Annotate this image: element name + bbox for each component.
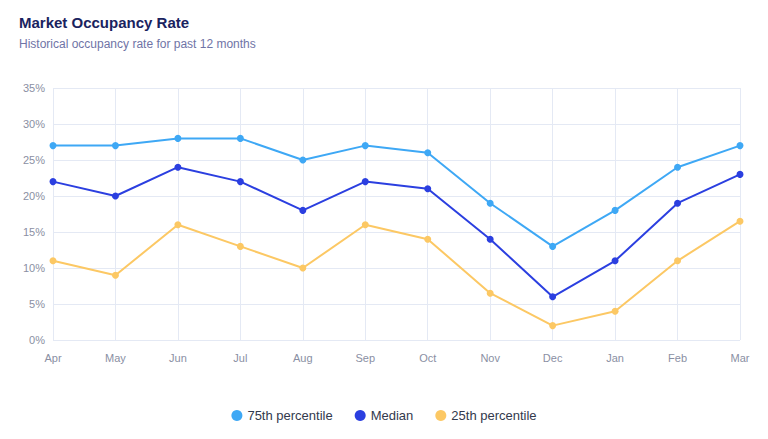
svg-text:Market Occupancy Rate: Market Occupancy Rate <box>19 14 189 31</box>
svg-text:Aug: Aug <box>293 352 313 364</box>
svg-text:30%: 30% <box>23 118 45 130</box>
svg-text:Jan: Jan <box>606 352 624 364</box>
svg-text:10%: 10% <box>23 262 45 274</box>
svg-text:Sep: Sep <box>355 352 375 364</box>
svg-text:20%: 20% <box>23 190 45 202</box>
svg-text:Feb: Feb <box>668 352 687 364</box>
svg-text:25%: 25% <box>23 154 45 166</box>
svg-text:Jul: Jul <box>233 352 247 364</box>
svg-text:25th percentile: 25th percentile <box>451 408 536 423</box>
svg-text:Jun: Jun <box>169 352 187 364</box>
svg-text:Nov: Nov <box>480 352 500 364</box>
svg-text:5%: 5% <box>29 298 45 310</box>
svg-text:Median: Median <box>371 408 414 423</box>
svg-text:Dec: Dec <box>543 352 563 364</box>
svg-text:35%: 35% <box>23 82 45 94</box>
svg-text:15%: 15% <box>23 226 45 238</box>
svg-text:Historical occupancy rate for: Historical occupancy rate for past 12 mo… <box>19 37 256 51</box>
svg-text:May: May <box>105 352 126 364</box>
svg-text:0%: 0% <box>29 334 45 346</box>
svg-text:Oct: Oct <box>419 352 436 364</box>
svg-text:Apr: Apr <box>44 352 61 364</box>
svg-text:Mar: Mar <box>731 352 750 364</box>
svg-text:75th percentile: 75th percentile <box>247 408 332 423</box>
